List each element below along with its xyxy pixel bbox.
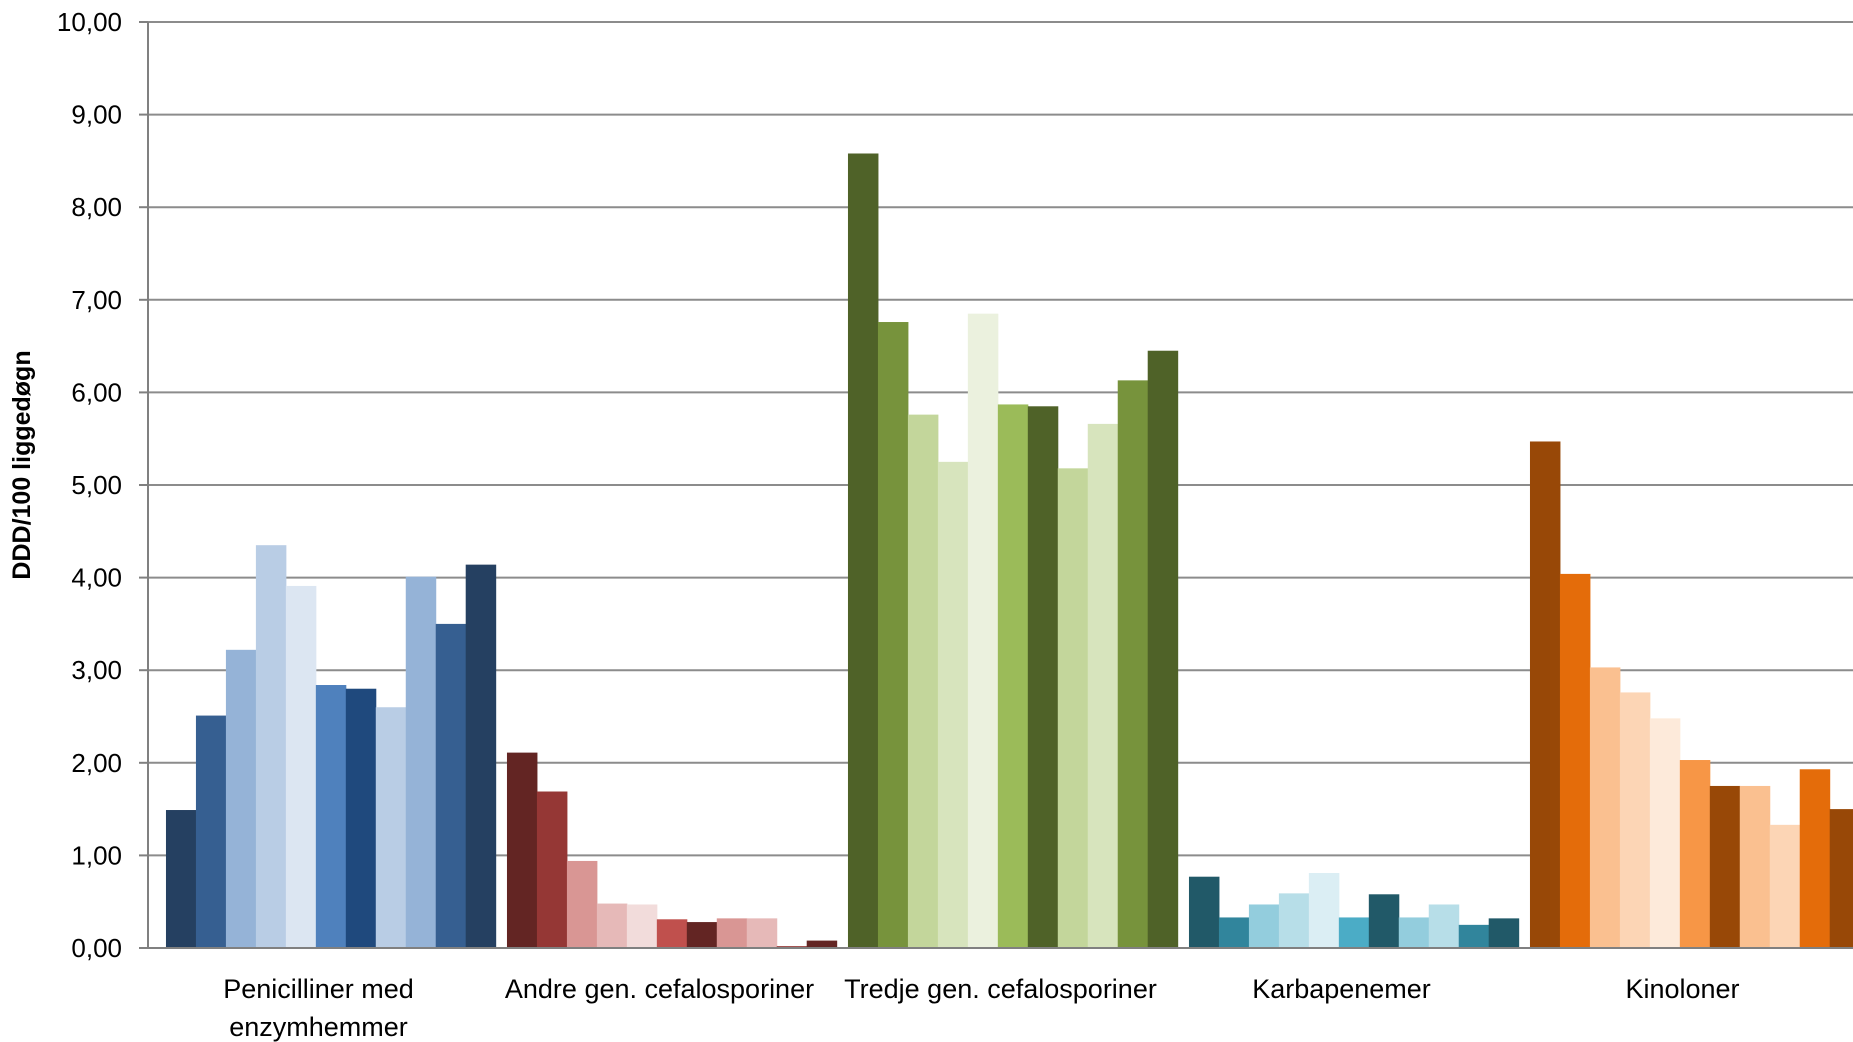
bar — [566, 860, 598, 948]
y-tick-label: 9,00 — [71, 100, 122, 130]
category-label: Andre gen. cefalosporiner — [505, 974, 814, 1004]
bar — [1589, 667, 1621, 948]
bar — [195, 715, 227, 948]
bar — [1117, 380, 1149, 948]
bar — [536, 791, 568, 948]
y-tick-label: 10,00 — [57, 7, 122, 37]
bar — [877, 322, 909, 948]
bar — [1398, 917, 1430, 948]
category-label: enzymhemmer — [229, 1012, 408, 1042]
bar-group — [165, 545, 497, 948]
category-label: Karbapenemer — [1252, 974, 1431, 1004]
y-tick-label: 1,00 — [71, 840, 122, 870]
bar — [1428, 904, 1460, 948]
y-tick-label: 8,00 — [71, 192, 122, 222]
bar — [596, 903, 628, 948]
bar — [1368, 894, 1400, 948]
bar — [1799, 769, 1831, 948]
y-tick-label: 4,00 — [71, 563, 122, 593]
category-label: Penicilliner med — [223, 974, 414, 1004]
y-tick-label: 0,00 — [71, 933, 122, 963]
bar — [345, 688, 377, 948]
bar-group — [847, 153, 1179, 949]
bar — [285, 585, 317, 948]
bar — [165, 810, 197, 948]
bar — [716, 918, 748, 948]
y-axis-label: DDD/100 liggedøgn — [8, 350, 36, 579]
bar — [315, 685, 347, 948]
bar — [1248, 904, 1280, 948]
y-tick-label: 7,00 — [71, 285, 122, 315]
bar — [225, 649, 257, 948]
bar — [1649, 718, 1681, 948]
bar — [1308, 872, 1340, 948]
bar — [1458, 924, 1490, 948]
bar — [1057, 468, 1089, 948]
bar — [937, 461, 969, 948]
bar-group — [1529, 441, 1853, 948]
bar — [847, 153, 879, 948]
bar — [1027, 406, 1059, 948]
bar — [626, 904, 658, 948]
bar — [1559, 573, 1591, 948]
category-label: Kinoloner — [1625, 974, 1739, 1004]
bar-group — [1188, 872, 1520, 948]
bars — [165, 153, 1853, 949]
bar — [1147, 350, 1179, 949]
bar — [806, 940, 838, 948]
y-tick-label: 6,00 — [71, 377, 122, 407]
bar — [746, 918, 778, 948]
bar — [435, 623, 467, 948]
bar — [465, 564, 497, 948]
bar — [1218, 917, 1250, 948]
bar — [1488, 918, 1520, 948]
bar — [997, 404, 1029, 948]
bar — [255, 545, 287, 948]
y-tick-label: 3,00 — [71, 655, 122, 685]
y-tick-label: 5,00 — [71, 470, 122, 500]
bar — [506, 752, 538, 948]
bar — [1769, 824, 1801, 948]
bar — [1679, 760, 1711, 948]
bar — [907, 414, 939, 948]
bar — [1709, 785, 1741, 948]
bar — [1087, 423, 1119, 948]
bar — [656, 919, 688, 948]
bar — [1188, 876, 1220, 948]
bar — [1619, 692, 1651, 948]
bar — [686, 922, 718, 948]
bar-group — [506, 752, 838, 948]
bar — [1278, 893, 1310, 948]
category-label: Tredje gen. cefalosporiner — [844, 974, 1157, 1004]
y-axis-ticks: 0,00 1,00 2,00 3,00 4,00 5,00 6,00 7,00 8,00 9,00… — [57, 7, 148, 963]
bar — [1529, 441, 1561, 948]
bar — [1739, 785, 1771, 948]
y-tick-label: 2,00 — [71, 748, 122, 778]
bar — [1338, 917, 1370, 948]
bar — [375, 707, 407, 948]
bar — [1829, 809, 1853, 948]
category-labels: Penicilliner med enzymhemmer Andre gen. ce… — [223, 974, 1739, 1042]
bar — [405, 576, 437, 948]
bar — [967, 313, 999, 948]
